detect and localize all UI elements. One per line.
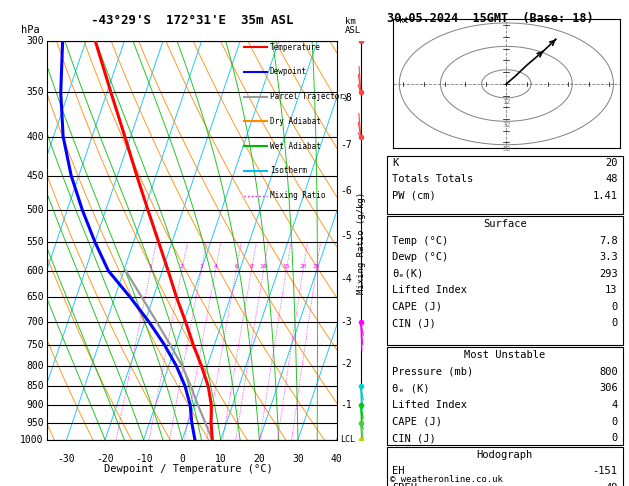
Text: K: K: [392, 158, 398, 168]
Text: Totals Totals: Totals Totals: [392, 174, 473, 185]
Text: 4: 4: [213, 264, 217, 269]
Text: EH: EH: [392, 466, 404, 476]
Text: km
ASL: km ASL: [345, 17, 361, 35]
Text: Most Unstable: Most Unstable: [464, 350, 545, 361]
Text: 20: 20: [605, 158, 618, 168]
Text: 15: 15: [282, 264, 290, 269]
Text: © weatheronline.co.uk: © weatheronline.co.uk: [390, 474, 503, 484]
Text: Temp (°C): Temp (°C): [392, 236, 448, 246]
Text: 350: 350: [26, 87, 43, 97]
Text: 0: 0: [611, 302, 618, 312]
Text: 800: 800: [599, 367, 618, 377]
Text: 0: 0: [611, 318, 618, 329]
Text: 800: 800: [26, 361, 43, 371]
Text: Mixing Ratio (g/kg): Mixing Ratio (g/kg): [357, 192, 366, 294]
Text: Wet Adiabat: Wet Adiabat: [270, 141, 321, 151]
Text: 1: 1: [148, 264, 152, 269]
Text: 900: 900: [26, 400, 43, 410]
Text: -3: -3: [340, 317, 352, 327]
Text: Isotherm: Isotherm: [270, 166, 307, 175]
Text: 20: 20: [253, 454, 265, 464]
Text: 30.05.2024  15GMT  (Base: 18): 30.05.2024 15GMT (Base: 18): [387, 12, 593, 25]
Text: Dewpoint / Temperature (°C): Dewpoint / Temperature (°C): [104, 464, 273, 474]
Text: 7.8: 7.8: [599, 236, 618, 246]
Text: hPa: hPa: [21, 25, 40, 35]
Text: 3.3: 3.3: [599, 252, 618, 262]
Text: 10: 10: [260, 264, 267, 269]
Text: -20: -20: [96, 454, 114, 464]
Text: 1000: 1000: [20, 435, 43, 445]
Text: 750: 750: [26, 340, 43, 349]
Text: 600: 600: [26, 266, 43, 276]
Text: -30: -30: [58, 454, 75, 464]
Text: 2: 2: [180, 264, 184, 269]
Text: 293: 293: [599, 269, 618, 279]
Text: 0: 0: [611, 417, 618, 427]
Text: -7: -7: [340, 139, 352, 150]
Text: LCL: LCL: [340, 435, 355, 444]
Text: 450: 450: [26, 171, 43, 180]
Text: θₑ(K): θₑ(K): [392, 269, 423, 279]
Text: -8: -8: [340, 93, 352, 103]
Text: SREH: SREH: [392, 483, 417, 486]
Text: -43°29'S  172°31'E  35m ASL: -43°29'S 172°31'E 35m ASL: [91, 15, 293, 27]
Text: 400: 400: [26, 132, 43, 141]
Text: 13: 13: [605, 285, 618, 295]
Text: 20: 20: [299, 264, 307, 269]
Text: 32: 32: [502, 122, 511, 128]
Text: 48: 48: [605, 174, 618, 185]
Text: -6: -6: [340, 186, 352, 196]
Text: 306: 306: [599, 383, 618, 394]
Text: Lifted Index: Lifted Index: [392, 285, 467, 295]
Text: θₑ (K): θₑ (K): [392, 383, 430, 394]
Text: 300: 300: [26, 36, 43, 46]
Text: 8: 8: [250, 264, 253, 269]
Text: 25: 25: [313, 264, 320, 269]
Text: 52: 52: [502, 146, 511, 152]
Text: PW (cm): PW (cm): [392, 191, 436, 201]
Text: kt: kt: [399, 16, 409, 25]
Text: CIN (J): CIN (J): [392, 318, 436, 329]
Text: 500: 500: [26, 206, 43, 215]
Text: 49: 49: [605, 483, 618, 486]
Text: -4: -4: [340, 275, 352, 284]
Text: 12: 12: [502, 99, 511, 105]
Text: -2: -2: [340, 359, 352, 369]
Text: -151: -151: [593, 466, 618, 476]
Text: 950: 950: [26, 418, 43, 428]
Text: -10: -10: [135, 454, 152, 464]
Text: 700: 700: [26, 317, 43, 327]
Text: CIN (J): CIN (J): [392, 433, 436, 443]
Text: Pressure (mb): Pressure (mb): [392, 367, 473, 377]
Text: 0: 0: [611, 433, 618, 443]
Text: 10: 10: [215, 454, 226, 464]
Text: 850: 850: [26, 381, 43, 391]
Text: Surface: Surface: [483, 219, 526, 229]
Text: CAPE (J): CAPE (J): [392, 302, 442, 312]
Text: 40: 40: [331, 454, 342, 464]
Text: Hodograph: Hodograph: [477, 450, 533, 460]
Text: 6: 6: [234, 264, 238, 269]
Text: Parcel Trajectory: Parcel Trajectory: [270, 92, 348, 101]
Text: 0: 0: [179, 454, 185, 464]
Text: 30: 30: [292, 454, 304, 464]
Text: 4: 4: [611, 400, 618, 410]
Text: Dewp (°C): Dewp (°C): [392, 252, 448, 262]
Text: Temperature: Temperature: [270, 43, 321, 52]
Text: -5: -5: [340, 231, 352, 241]
Text: Dry Adiabat: Dry Adiabat: [270, 117, 321, 126]
Text: 3: 3: [199, 264, 203, 269]
Text: 650: 650: [26, 292, 43, 302]
Text: -1: -1: [340, 400, 352, 410]
Text: 550: 550: [26, 237, 43, 247]
Text: Mixing Ratio: Mixing Ratio: [270, 191, 325, 200]
Text: Dewpoint: Dewpoint: [270, 68, 307, 76]
Text: 1.41: 1.41: [593, 191, 618, 201]
Text: CAPE (J): CAPE (J): [392, 417, 442, 427]
Text: Lifted Index: Lifted Index: [392, 400, 467, 410]
